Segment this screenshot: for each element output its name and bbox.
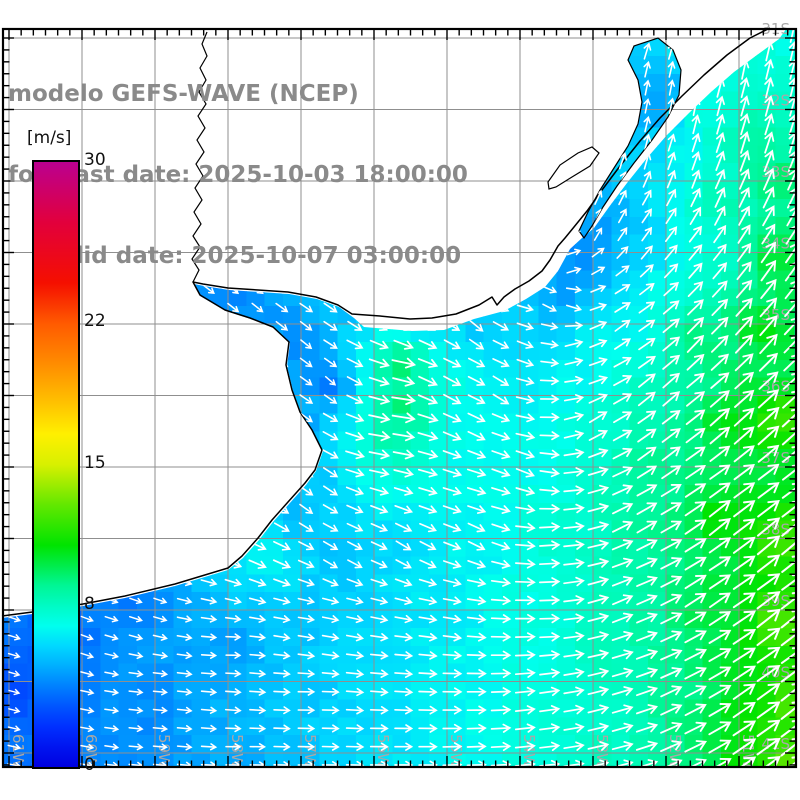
latitude-label: 36S (761, 378, 790, 396)
longitude-label: 54W (520, 734, 538, 768)
longitude-label: 59W (155, 734, 173, 768)
colorbar-tick-label: 30 (84, 150, 106, 170)
coastline-layer (1, 27, 771, 617)
longitude-label: 56W (374, 734, 392, 768)
map-frame-and-ticks (1, 27, 798, 769)
colorbar-tick-label: 0 (84, 755, 95, 775)
lagoa-dos-patos-outline (578, 37, 682, 240)
longitude-label: 60W (82, 734, 100, 768)
longitude-label: 55W (447, 734, 465, 768)
latitude-label: 33S (761, 163, 790, 181)
colorbar (32, 160, 80, 769)
longitude-label: 61W (9, 734, 27, 768)
laguna-mirim-lake (547, 146, 600, 190)
coastline (1, 27, 771, 617)
longitude-label: 53W (593, 734, 611, 768)
colorbar-tick-label: 15 (84, 452, 106, 473)
colorbar-tick-label: 22 (84, 311, 106, 332)
colorbar-unit-label: [m/s] (27, 128, 72, 148)
colorbar-tick-label: 8 (84, 593, 95, 614)
longitude-label: 58W (228, 734, 246, 768)
latitude-label: 41S (761, 735, 790, 753)
longitude-label: 57W (301, 734, 319, 768)
parana-river-line (191, 31, 208, 283)
